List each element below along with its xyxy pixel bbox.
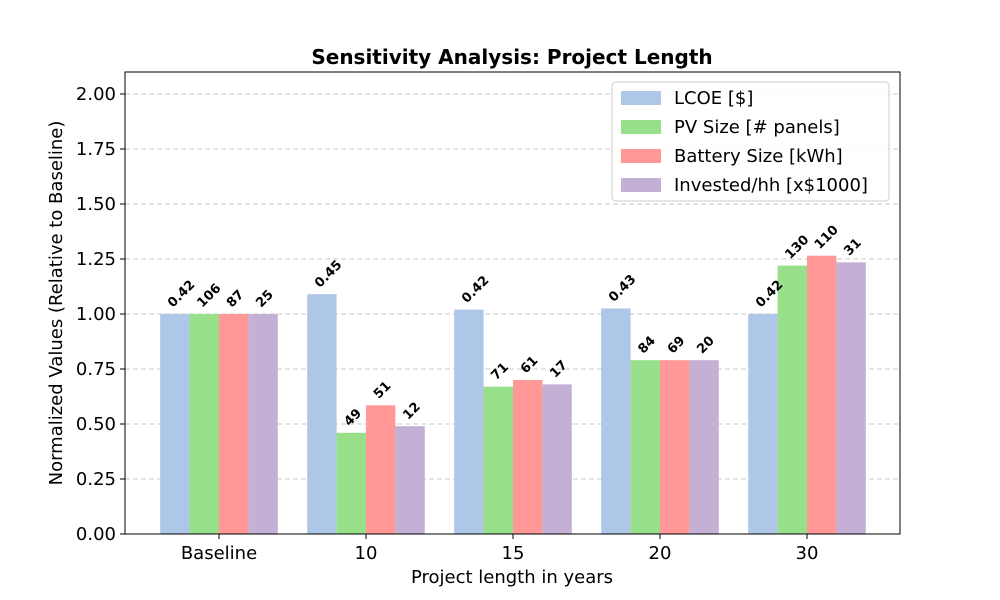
bar [454,309,484,534]
bar [836,262,866,534]
bar [542,384,572,534]
y-axis-label: Normalized Values (Relative to Baseline) [46,121,67,486]
data-label: 87 [224,287,247,310]
legend-entry: Invested/hh [x$1000] [674,175,868,196]
bar [630,360,660,534]
y-tick-label: 0.50 [76,414,116,435]
data-label: 0.43 [606,272,639,305]
x-tick-label: 10 [355,543,378,564]
bar [660,360,690,534]
bars-layer [160,255,866,534]
legend-box [611,81,890,202]
bar [189,314,219,534]
data-label: 71 [489,360,512,383]
data-label: 49 [342,406,365,429]
bar [513,380,543,534]
y-tick-label: 0.00 [76,524,116,545]
bar [748,314,778,534]
data-label: 84 [636,334,659,357]
data-label: 106 [195,281,225,311]
bar [777,265,807,534]
legend-swatch [621,120,661,134]
data-label: 69 [665,334,688,357]
y-tick-label: 0.25 [76,469,116,490]
legend-swatch [621,178,661,192]
data-label: 0.42 [459,273,492,306]
bar [160,314,190,534]
data-label: 0.45 [312,258,345,291]
bar [336,432,366,534]
chart-title: Sensitivity Analysis: Project Length [311,45,712,69]
axis-layer: 0.00 0.25 0.50 0.75 1.00 1.25 1.50 1.75 2.00 Base… [76,84,819,564]
bar [601,308,631,534]
x-tick-label: 15 [502,543,525,564]
data-label: 110 [812,223,842,253]
y-tick-label: 2.00 [76,84,116,105]
data-label: 51 [371,379,394,402]
bar [689,360,719,534]
bar [366,405,396,534]
legend-swatch [621,149,661,163]
y-tick-label: 1.25 [76,249,116,270]
x-axis-label: Project length in years [411,567,613,588]
legend-entry: Battery Size [kWh] [674,146,843,167]
data-label: 12 [400,400,423,423]
data-label: 31 [841,236,864,259]
x-tick-label: 30 [796,543,819,564]
y-tick-label: 1.75 [76,139,116,160]
data-label: 17 [547,358,570,381]
legend-entry: LCOE [$] [674,88,753,109]
data-label: 25 [253,287,276,310]
data-label: 0.42 [165,278,198,311]
x-tick-label: 20 [649,543,672,564]
data-label: 61 [518,353,541,376]
legend-swatch [621,91,661,105]
x-tick-label: Baseline [181,543,257,564]
bar [219,314,249,534]
legend: LCOE [$] PV Size [# panels] Battery Size [… [611,81,890,202]
bar [248,314,278,534]
data-label: 20 [694,334,717,357]
bar [807,255,837,534]
bar [395,426,425,534]
legend-entry: PV Size [# panels] [674,117,840,138]
y-tick-label: 1.00 [76,304,116,325]
bar [483,386,513,534]
y-tick-label: 1.50 [76,194,116,215]
bar [307,294,337,534]
y-tick-label: 0.75 [76,359,116,380]
